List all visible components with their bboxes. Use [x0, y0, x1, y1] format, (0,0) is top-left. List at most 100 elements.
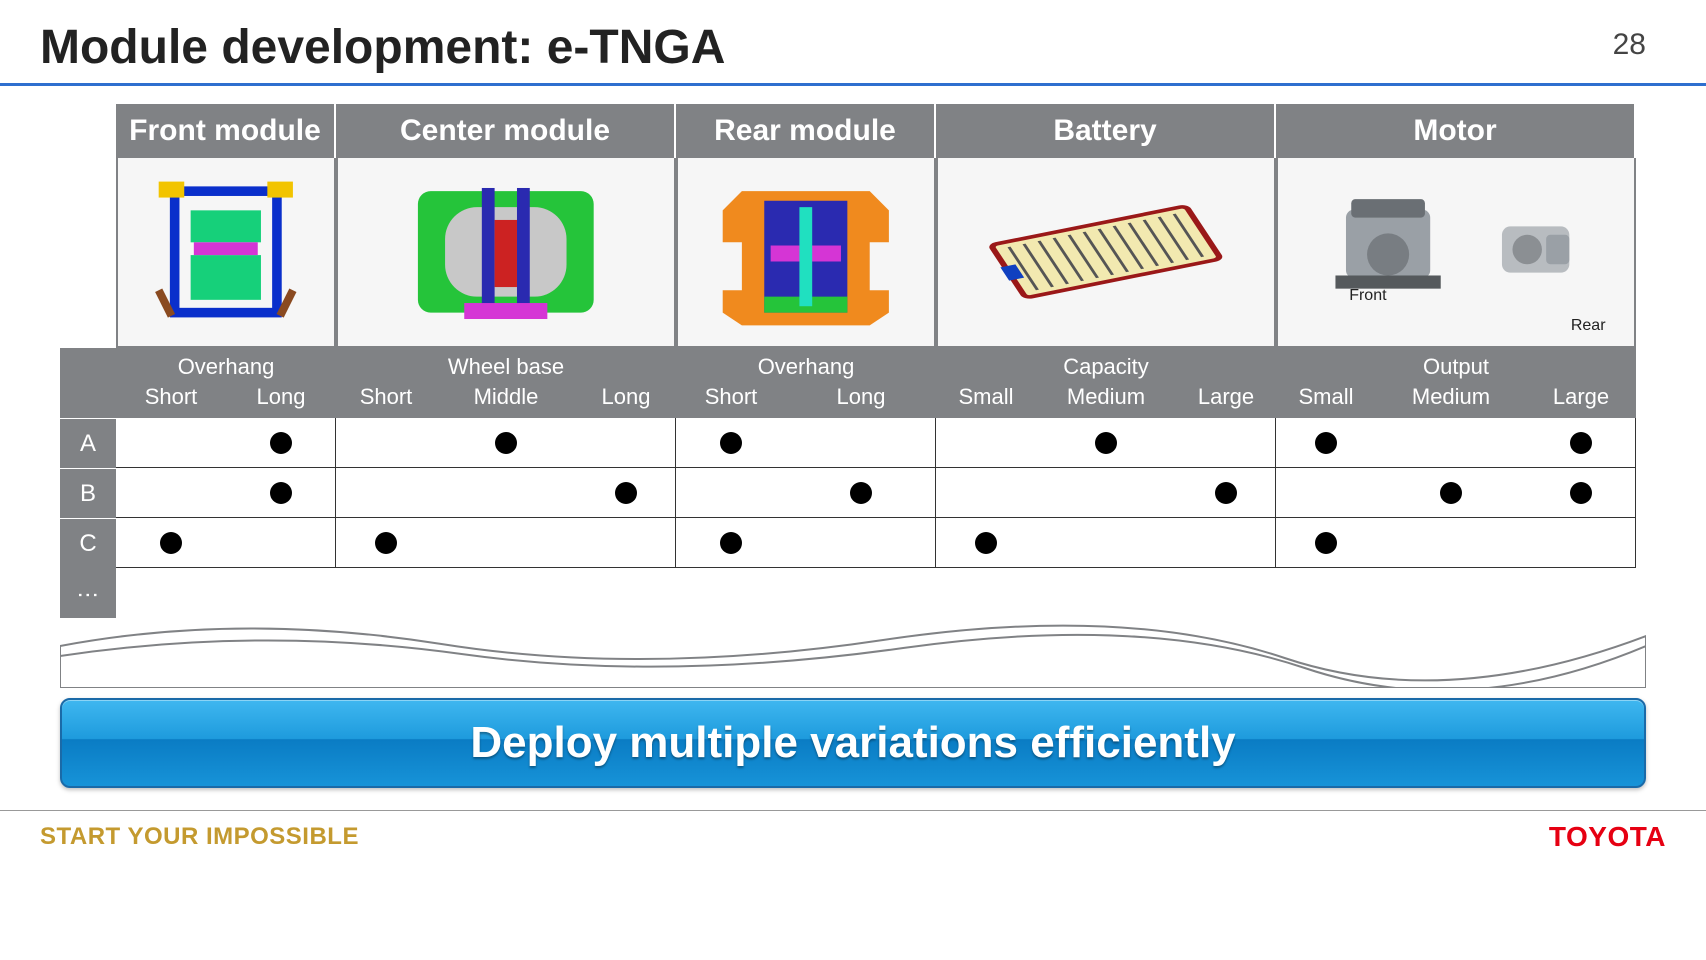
- matrix-cell: [676, 418, 786, 468]
- matrix-cell: [1176, 468, 1276, 518]
- matrix-cell: [676, 518, 786, 568]
- matrix-cell: [786, 468, 936, 518]
- selection-dot: [1570, 432, 1592, 454]
- motor-image: Front Rear: [1276, 158, 1636, 348]
- motor-opt-1: Medium: [1376, 382, 1526, 418]
- center-module-icon: [363, 172, 649, 332]
- selection-dot: [270, 482, 292, 504]
- motor-subtitle: Output: [1276, 348, 1636, 382]
- motor-opt-2: Large: [1526, 382, 1636, 418]
- brand-logo: TOYOTA: [1549, 821, 1666, 853]
- motor-front-label: Front: [1349, 287, 1386, 305]
- motor-opt-0: Small: [1276, 382, 1376, 418]
- selection-dot: [615, 482, 637, 504]
- battery-opt-1: Medium: [1036, 382, 1176, 418]
- selection-dot: [1315, 532, 1337, 554]
- front-opt-0: Short: [116, 382, 226, 418]
- motor-front-icon: [1308, 186, 1468, 318]
- page-title: Module development: e-TNGA: [0, 0, 1706, 83]
- selection-dot: [1570, 482, 1592, 504]
- center-module-image: [336, 158, 676, 348]
- title-rule: [0, 83, 1706, 86]
- matrix-cell: [116, 468, 226, 518]
- center-opt-2: Long: [576, 382, 676, 418]
- selection-dot: [1095, 432, 1117, 454]
- battery-subtitle: Capacity: [936, 348, 1276, 382]
- matrix-cell: [226, 518, 336, 568]
- matrix-cell: [1526, 418, 1636, 468]
- matrix-cell: [1276, 518, 1376, 568]
- motor-rear-label: Rear: [1571, 317, 1606, 335]
- matrix-cell: [936, 518, 1036, 568]
- header-motor: Motor: [1276, 104, 1636, 158]
- motor-rear-icon: [1468, 199, 1603, 304]
- battery-opt-2: Large: [1176, 382, 1276, 418]
- matrix-cell: [1176, 518, 1276, 568]
- battery-icon: [963, 172, 1249, 332]
- matrix-cell: [436, 418, 576, 468]
- matrix-cell: [1376, 418, 1526, 468]
- matrix-cell: [116, 518, 226, 568]
- torn-edge: [60, 618, 1646, 688]
- imgrow-spacer: [60, 158, 116, 348]
- matrix-cell: [1276, 418, 1376, 468]
- matrix-cell: [336, 468, 436, 518]
- battery-image: [936, 158, 1276, 348]
- header-center: Center module: [336, 104, 676, 158]
- rear-module-icon: [697, 172, 915, 332]
- header-battery: Battery: [936, 104, 1276, 158]
- matrix-cell: [1176, 418, 1276, 468]
- front-module-image: [116, 158, 336, 348]
- row-label: C: [60, 518, 116, 568]
- row-ellipsis: ⋮: [60, 568, 116, 618]
- selection-dot: [720, 432, 742, 454]
- matrix-cell: [436, 468, 576, 518]
- matrix-cell: [576, 468, 676, 518]
- header-rear: Rear module: [676, 104, 936, 158]
- selection-dot: [1215, 482, 1237, 504]
- matrix-cell: [1526, 468, 1636, 518]
- row-label: A: [60, 418, 116, 468]
- selection-dot: [1315, 432, 1337, 454]
- rear-module-image: [676, 158, 936, 348]
- rear-subtitle: Overhang: [676, 348, 936, 382]
- matrix-cell: [936, 468, 1036, 518]
- rear-opt-1: Long: [786, 382, 936, 418]
- matrix-cell: [1526, 518, 1636, 568]
- subhdr-spacer: [60, 348, 116, 382]
- selection-dot: [720, 532, 742, 554]
- matrix-cell: [1376, 518, 1526, 568]
- matrix-cell: [1036, 418, 1176, 468]
- optrow-spacer: [60, 382, 116, 418]
- module-table: Front module Center module Rear module B…: [60, 104, 1646, 688]
- selection-dot: [160, 532, 182, 554]
- front-subtitle: Overhang: [116, 348, 336, 382]
- front-module-icon: [134, 172, 318, 332]
- matrix-cell: [1276, 468, 1376, 518]
- matrix-cell: [936, 418, 1036, 468]
- ellipsis-blank: [116, 568, 1636, 618]
- selection-dot: [495, 432, 517, 454]
- selection-dot: [975, 532, 997, 554]
- tagline: START YOUR IMPOSSIBLE: [40, 823, 359, 851]
- matrix-cell: [436, 518, 576, 568]
- row-label: B: [60, 468, 116, 518]
- matrix-cell: [226, 418, 336, 468]
- header-spacer: [60, 104, 116, 158]
- matrix-cell: [576, 518, 676, 568]
- matrix-cell: [786, 418, 936, 468]
- matrix-cell: [1036, 518, 1176, 568]
- selection-dot: [270, 432, 292, 454]
- battery-opt-0: Small: [936, 382, 1036, 418]
- matrix-cell: [1376, 468, 1526, 518]
- matrix-cell: [576, 418, 676, 468]
- matrix-cell: [786, 518, 936, 568]
- matrix-cell: [336, 518, 436, 568]
- matrix-cell: [336, 418, 436, 468]
- rear-opt-0: Short: [676, 382, 786, 418]
- center-opt-0: Short: [336, 382, 436, 418]
- banner: Deploy multiple variations efficiently: [60, 698, 1646, 788]
- selection-dot: [850, 482, 872, 504]
- matrix-cell: [1036, 468, 1176, 518]
- selection-dot: [1440, 482, 1462, 504]
